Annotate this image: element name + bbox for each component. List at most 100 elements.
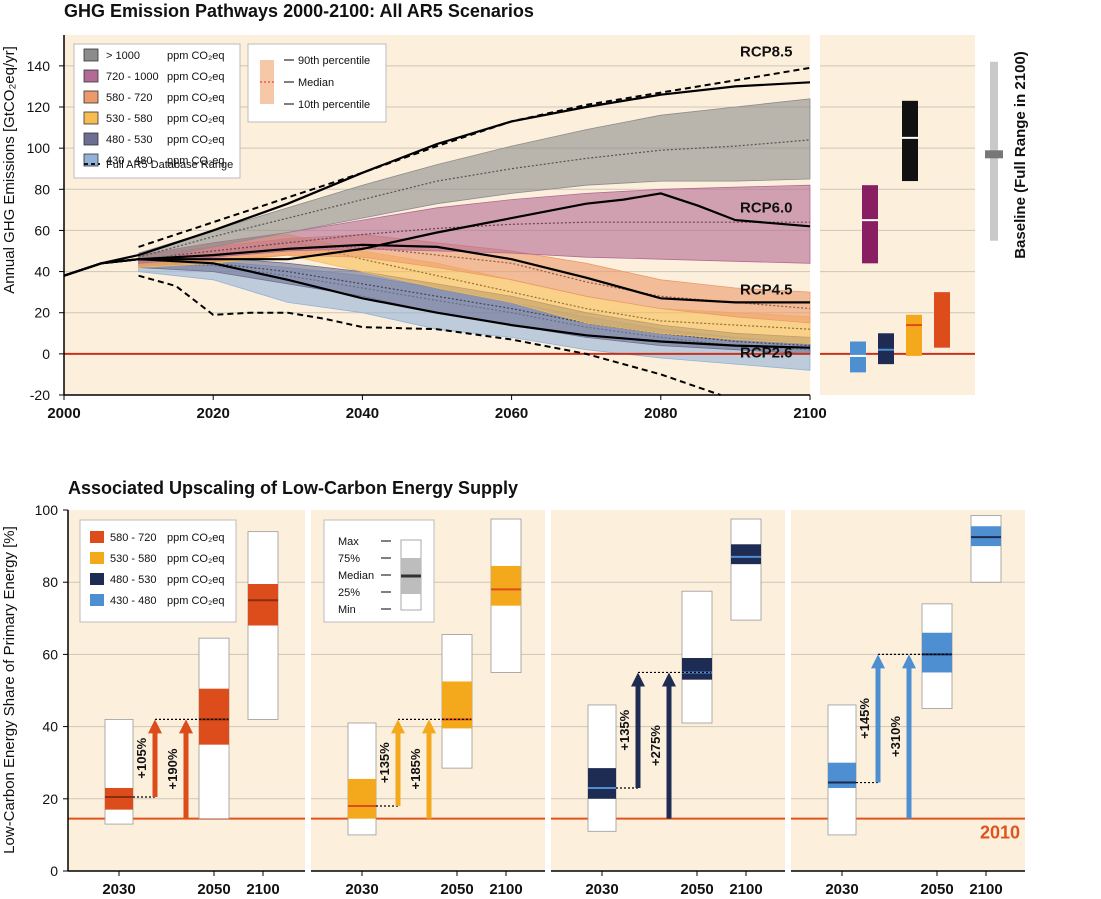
y-tick-label: 40 <box>42 719 58 735</box>
legend-range: 530 - 580 <box>106 113 152 125</box>
box-whisker-2050 <box>681 590 713 724</box>
box-iqr-2030 <box>105 787 133 810</box>
rcp-label: RCP4.5 <box>740 281 793 298</box>
db-range-low <box>138 274 721 396</box>
box-iqr-2050 <box>442 681 472 729</box>
arrow-percent-label: +135% <box>617 709 632 750</box>
range-bar-430-480 <box>850 341 866 373</box>
legend-unit: ppm CO₂eq <box>167 553 224 565</box>
legend-unit: ppm CO₂eq <box>167 92 224 104</box>
x-category-label: 2030 <box>102 881 135 898</box>
legend-range: 480 - 530 <box>106 134 152 146</box>
box-iqr-2030 <box>588 768 616 799</box>
y-tick-label: -20 <box>30 387 50 403</box>
box-iqr-2100 <box>731 544 761 565</box>
legend-swatch <box>83 90 99 104</box>
top-legend-box <box>73 43 241 179</box>
arrow-head <box>148 719 162 734</box>
x-tick-label: 2040 <box>346 405 379 422</box>
y-tick-label: 100 <box>35 502 59 518</box>
range-bar-530-580 <box>906 314 922 356</box>
legend-range: 430 - 480 <box>106 155 152 167</box>
box-legend-label: Min <box>338 604 356 616</box>
baseline-label: Baseline (Full Range in 2100) <box>1012 51 1029 259</box>
arrow-head <box>179 719 193 734</box>
arrow-head <box>902 654 916 669</box>
arrow-percent-label: +185% <box>408 748 423 789</box>
arrow-head <box>391 719 405 734</box>
top-chart-title: GHG Emission Pathways 2000-2100: All AR5… <box>64 1 534 21</box>
arrow-percent-label: +135% <box>377 742 392 783</box>
box-legend-label: 25% <box>338 587 360 599</box>
rcp-label: RCP2.6 <box>740 345 793 362</box>
legend2-label: Median <box>298 77 334 89</box>
legend-unit: ppm CO₂eq <box>167 50 224 62</box>
y-tick-label: 140 <box>27 58 51 74</box>
y-tick-label: 20 <box>42 791 58 807</box>
bottom-chart-title: Associated Upscaling of Low-Carbon Energ… <box>68 478 518 498</box>
x-category-label: 2100 <box>969 881 1002 898</box>
y-tick-label: 60 <box>42 646 58 662</box>
y-tick-label: 80 <box>42 574 58 590</box>
arrow-head <box>662 672 676 687</box>
top-side-panel <box>820 35 975 395</box>
x-tick-label: 2000 <box>47 405 80 422</box>
arrow-head <box>631 672 645 687</box>
box-legend-label: 75% <box>338 553 360 565</box>
legend-unit: ppm CO₂eq <box>167 134 224 146</box>
x-category-label: 2100 <box>489 881 522 898</box>
x-category-label: 2050 <box>680 881 713 898</box>
y-tick-label: 0 <box>42 346 50 362</box>
box-iqr-2100 <box>491 565 521 606</box>
x-tick-label: 2060 <box>495 405 528 422</box>
legend-range: 430 - 480 <box>110 595 156 607</box>
legend-range: 580 - 720 <box>110 532 156 544</box>
legend-swatch <box>90 573 104 585</box>
legend-swatch <box>90 531 104 543</box>
x-category-label: 2100 <box>729 881 762 898</box>
legend-range: 530 - 580 <box>110 553 156 565</box>
x-tick-label: 2100 <box>793 405 826 422</box>
box-iqr-2100 <box>248 584 278 626</box>
legend-dashed-label: Full AR5 Database Range <box>106 159 233 171</box>
range-bar->1000 <box>902 100 918 182</box>
y-tick-label: 60 <box>34 222 50 238</box>
x-category-label: 2050 <box>197 881 230 898</box>
range-bar-480-530 <box>878 333 894 365</box>
y-tick-label: 40 <box>34 264 50 280</box>
x-tick-label: 2020 <box>197 405 230 422</box>
legend-unit: ppm CO₂eq <box>167 155 224 167</box>
rcp-label: RCP6.0 <box>740 199 793 216</box>
legend-unit: ppm CO₂eq <box>167 71 224 83</box>
legend2-swatch <box>260 60 274 104</box>
x-category-label: 2100 <box>246 881 279 898</box>
box-whisker-2100 <box>970 515 1002 583</box>
x-category-label: 2030 <box>585 881 618 898</box>
legend-range: 580 - 720 <box>106 92 152 104</box>
band->1000 <box>138 98 811 262</box>
bottom-y-axis-label: Low-Carbon Energy Share of Primary Energ… <box>1 526 18 854</box>
arrow-percent-label: +190% <box>165 748 180 789</box>
y-tick-label: 80 <box>34 181 50 197</box>
x-category-label: 2030 <box>825 881 858 898</box>
arrow-percent-label: +275% <box>648 725 663 766</box>
arrow-percent-label: +310% <box>888 716 903 757</box>
legend-swatch <box>83 69 99 83</box>
legend-swatch <box>90 594 104 606</box>
box-legend-label: Max <box>338 536 359 548</box>
range-bar-580-720 <box>934 292 950 348</box>
x-category-label: 2050 <box>440 881 473 898</box>
legend-unit: ppm CO₂eq <box>167 113 224 125</box>
box-legend-label: Median <box>338 570 374 582</box>
y-tick-label: 20 <box>34 305 50 321</box>
legend-range: 480 - 530 <box>110 574 156 586</box>
legend-unit: ppm CO₂eq <box>167 574 224 586</box>
legend-unit: ppm CO₂eq <box>167 595 224 607</box>
bottom-legend-box <box>79 519 237 623</box>
box-iqr-2050 <box>922 632 952 673</box>
x-category-label: 2050 <box>920 881 953 898</box>
legend-swatch <box>83 111 99 125</box>
median-line->1000 <box>138 139 811 258</box>
box-iqr-2030 <box>348 778 376 819</box>
